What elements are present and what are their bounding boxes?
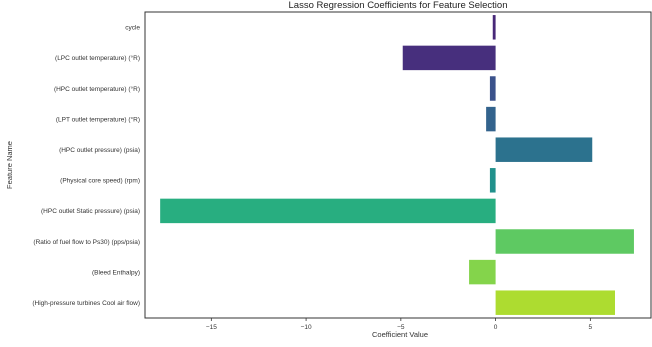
- bar-6: [489, 168, 496, 193]
- y-tick-label: (Physical core speed) (rpm): [60, 178, 140, 185]
- y-tick-labels: cycle (LPC outlet temperature) (°R) (HPC o…: [32, 25, 140, 307]
- y-tick-label: (HPC outlet pressure) (psia): [59, 147, 140, 154]
- x-ticks: −15 −10 −5 0 5: [206, 318, 593, 331]
- x-tick-label: −10: [301, 324, 312, 331]
- x-tick-label: −5: [397, 324, 405, 331]
- y-tick-label: (High-pressure turbines Cool air flow): [32, 300, 140, 307]
- chart-title: Lasso Regression Coefficients for Featur…: [289, 0, 508, 11]
- y-tick-label: (LPT outlet temperature) (°R): [56, 115, 140, 123]
- bar-2: [402, 45, 496, 71]
- bars-group: [160, 15, 634, 315]
- y-tick-label: (HPC outlet Static pressure) (psia): [41, 208, 140, 215]
- bar-8: [495, 229, 634, 254]
- bar-7: [160, 198, 496, 224]
- bar-3: [489, 76, 496, 101]
- bar-10: [495, 290, 615, 315]
- bar-4: [486, 106, 496, 132]
- bar-9: [469, 259, 496, 285]
- x-axis-label: Coefficient Value: [372, 330, 428, 339]
- y-tick-label: (LPC outlet temperature) (°R): [55, 54, 140, 62]
- y-tick-label: (HPC outlet temperature) (°R): [54, 85, 140, 93]
- bar-1: [492, 15, 496, 40]
- x-tick-label: −15: [206, 324, 217, 331]
- y-tick-label: cycle: [125, 25, 140, 32]
- y-axis-label: Feature Name: [5, 141, 14, 189]
- y-tick-label: (Ratio of fuel flow to Ps30) (pps/psia): [33, 239, 140, 246]
- plot-frame: [144, 11, 652, 319]
- bar-5: [495, 137, 593, 162]
- x-tick-label: 0: [494, 324, 498, 331]
- y-tick-label: (Bleed Enthalpy): [92, 269, 140, 276]
- plot-area: cycle (LPC outlet temperature) (°R) (HPC o…: [32, 11, 652, 331]
- x-tick-label: 5: [589, 324, 593, 331]
